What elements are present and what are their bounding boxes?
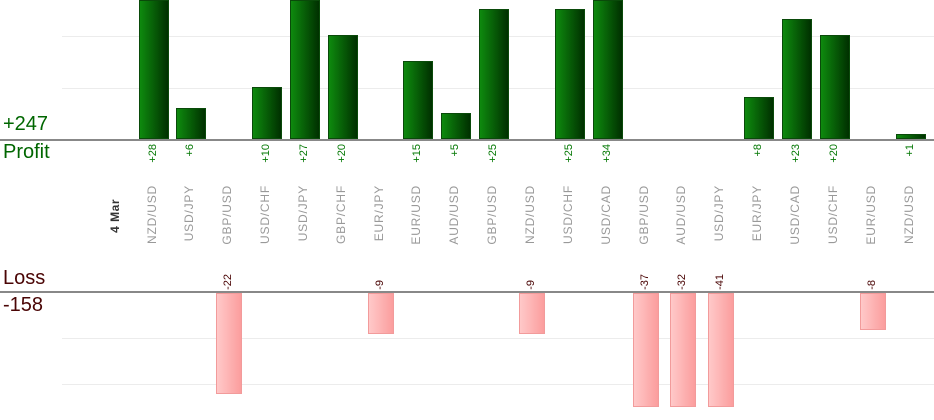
profit-value-label: +20 — [828, 144, 840, 163]
loss-bar — [216, 293, 242, 394]
profit-value-label: +28 — [147, 144, 159, 163]
loss-zero-axis-line — [0, 291, 934, 293]
loss-value-label: -9 — [374, 280, 386, 290]
loss-axis-title: Loss — [3, 267, 46, 289]
profit-value-label: +20 — [336, 144, 348, 163]
x-axis-category-label: NZD/USD — [902, 185, 916, 244]
profit-bar — [328, 35, 358, 139]
x-axis-category-label: GBP/CHF — [334, 185, 348, 244]
profit-total-label: +247 — [3, 113, 49, 135]
loss-bar — [633, 293, 659, 407]
loss-value-label: -41 — [714, 274, 726, 290]
loss-bar — [368, 293, 394, 334]
x-axis-category-label: NZD/USD — [145, 185, 159, 244]
profit-value-label: +25 — [487, 144, 499, 163]
profit-value-label: +34 — [601, 144, 613, 163]
loss-value-label: -9 — [525, 280, 537, 290]
profit-bar — [782, 19, 812, 139]
profit-value-label: +23 — [790, 144, 802, 163]
loss-gridline — [62, 338, 934, 339]
profit-bar — [252, 87, 282, 139]
x-axis-category-label: USD/CHF — [258, 185, 272, 244]
x-axis-category-label: AUD/USD — [447, 185, 461, 245]
profit-value-label: +10 — [260, 144, 272, 163]
x-axis-date-label: 4 Mar — [108, 199, 122, 233]
profit-value-label: +6 — [184, 144, 196, 157]
loss-value-label: -32 — [676, 274, 688, 290]
profit-bar — [820, 35, 850, 139]
x-axis-category-label: GBP/USD — [220, 185, 234, 245]
loss-value-label: -37 — [639, 274, 651, 290]
profit-bar — [176, 108, 206, 139]
profit-value-label: +5 — [449, 144, 461, 157]
profit-bar — [479, 9, 509, 139]
x-axis-category-label: NZD/USD — [523, 185, 537, 244]
profit-bar — [896, 134, 926, 139]
x-axis-category-label: USD/CHF — [826, 185, 840, 244]
loss-gridline — [62, 384, 934, 385]
x-axis-category-label: EUR/USD — [864, 185, 878, 245]
profit-bar — [555, 9, 585, 139]
profit-value-label: +1 — [904, 144, 916, 157]
loss-total-label: -158 — [3, 294, 44, 316]
profit-bar — [593, 0, 623, 139]
x-axis-category-label: EUR/JPY — [750, 185, 764, 242]
x-axis-category-label: USD/CAD — [599, 185, 613, 245]
profit-value-label: +15 — [411, 144, 423, 163]
profit-bar — [139, 0, 169, 139]
x-axis-category-label: USD/JPY — [712, 185, 726, 242]
loss-bar — [670, 293, 696, 407]
profit-axis-title: Profit — [3, 141, 50, 163]
profit-bar — [290, 0, 320, 139]
loss-bar — [860, 293, 886, 330]
x-axis-category-label: GBP/USD — [637, 185, 651, 245]
loss-value-label: -22 — [222, 274, 234, 290]
x-axis-category-label: USD/CAD — [788, 185, 802, 245]
profit-value-label: +8 — [752, 144, 764, 157]
x-axis-category-label: AUD/USD — [674, 185, 688, 245]
loss-bar — [708, 293, 734, 407]
x-axis-category-label: EUR/USD — [409, 185, 423, 245]
loss-value-label: -8 — [866, 280, 878, 290]
profit-value-label: +25 — [563, 144, 575, 163]
x-axis-category-label: USD/JPY — [182, 185, 196, 242]
x-axis-category-label: EUR/JPY — [372, 185, 386, 242]
loss-bar — [519, 293, 545, 334]
profit-bar — [744, 97, 774, 139]
x-axis-category-label: USD/CHF — [561, 185, 575, 244]
x-axis-category-label: GBP/USD — [485, 185, 499, 245]
profit-bar — [441, 113, 471, 139]
x-axis-category-label: USD/JPY — [296, 185, 310, 242]
profit-zero-axis-line — [0, 139, 934, 141]
profit-bar — [403, 61, 433, 139]
profit-value-label: +27 — [298, 144, 310, 163]
